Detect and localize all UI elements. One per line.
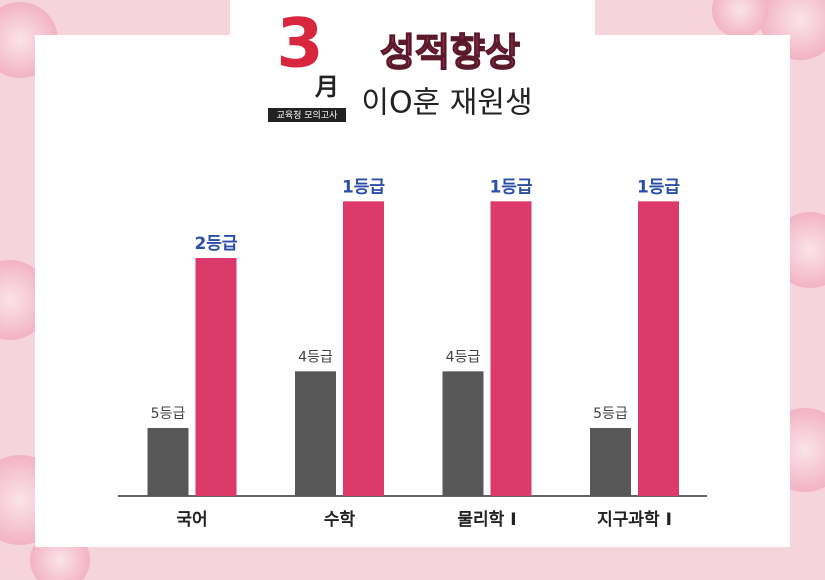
panel-tab	[230, 0, 595, 40]
bar	[638, 201, 679, 497]
x-tick-label: 수학	[324, 510, 356, 530]
month-char: 月	[314, 73, 339, 101]
bar	[490, 201, 532, 497]
value-label: 1등급	[637, 177, 680, 197]
x-tick-label: 물리학 I	[457, 510, 516, 530]
title: 성적향상	[380, 31, 520, 75]
value-label: 5등급	[151, 406, 186, 422]
bar	[195, 258, 237, 496]
exam: 교육청 모의고사	[277, 110, 339, 121]
value-label: 5등급	[593, 406, 628, 422]
bar	[295, 371, 336, 496]
value-label: 1등급	[489, 177, 532, 197]
bar	[590, 428, 631, 496]
bar	[343, 201, 384, 497]
x-tick-label: 지구과학 I	[597, 510, 672, 530]
value-label: 4등급	[298, 349, 333, 365]
value-label: 4등급	[446, 349, 481, 365]
student: 이O훈 재원생	[361, 86, 532, 121]
value-label: 2등급	[194, 234, 237, 254]
bar	[147, 428, 189, 496]
bar	[442, 371, 484, 496]
value-label: 1등급	[342, 177, 385, 197]
month: 3	[276, 5, 323, 84]
exam-badge	[268, 108, 346, 122]
x-tick-label: 국어	[176, 510, 207, 530]
